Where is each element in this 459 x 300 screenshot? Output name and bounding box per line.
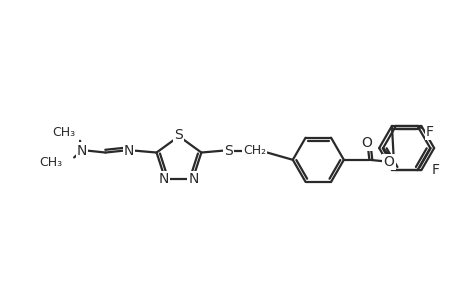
Text: F: F xyxy=(425,125,432,139)
Text: S: S xyxy=(174,128,183,142)
Text: N: N xyxy=(159,172,169,186)
Text: S: S xyxy=(224,144,233,158)
Text: CH₂: CH₂ xyxy=(242,144,265,157)
Text: CH₃: CH₃ xyxy=(52,126,75,140)
Text: N: N xyxy=(77,144,87,158)
Text: F: F xyxy=(430,163,438,177)
Text: CH₃: CH₃ xyxy=(39,156,62,169)
Text: N: N xyxy=(188,172,199,186)
Text: O: O xyxy=(360,136,371,150)
Text: N: N xyxy=(123,144,134,158)
Text: O: O xyxy=(383,155,393,169)
